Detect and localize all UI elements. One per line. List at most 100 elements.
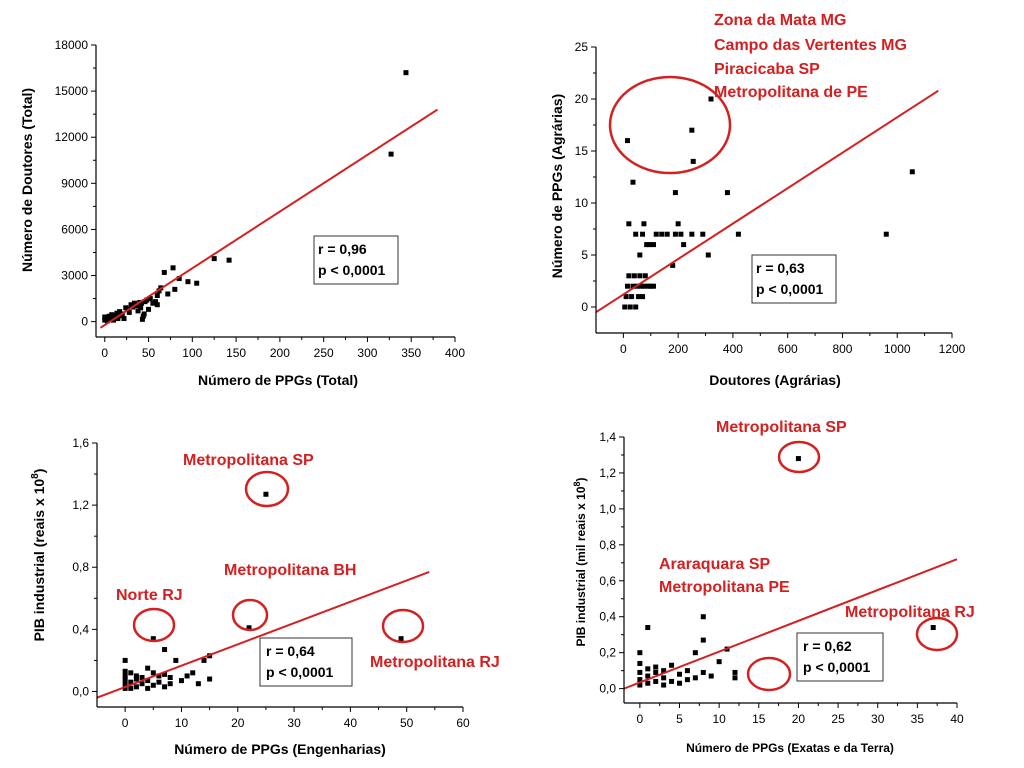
data-point [115, 316, 121, 322]
p1-x-tick-label: 250 [314, 346, 334, 360]
data-point [633, 231, 639, 237]
p3-x-tick-label: 10 [175, 716, 189, 730]
data-point [630, 179, 636, 185]
p2-y-tick-label: 20 [575, 92, 589, 106]
p3-y-tick-label: 1,6 [72, 436, 89, 450]
data-point [637, 677, 643, 683]
p1-y-tick-label: 9000 [61, 176, 88, 190]
data-point [128, 670, 134, 676]
data-point [664, 231, 670, 237]
p4-ylabel-sup: 8 [572, 481, 582, 486]
data-point [644, 242, 650, 248]
data-point [635, 294, 641, 300]
data-point [126, 309, 132, 315]
p1-x-tick-label: 100 [182, 346, 202, 360]
p4-y-tick-label: 0,4 [599, 610, 616, 624]
data-point [735, 231, 741, 237]
data-point [154, 293, 160, 299]
p2-axes: 0 200 400 600 800 1000 1200 0 5 10 15 20 25 [575, 40, 966, 356]
p4-ylabel: PIB industrial (mil reais x 108) [572, 477, 588, 646]
p4-y-tick-label: 0,2 [599, 646, 616, 660]
p4-annotation-2: Metropolitana PE [659, 579, 790, 596]
data-point [637, 650, 643, 656]
data-point [138, 305, 144, 311]
data-point [689, 127, 695, 133]
p1-y-tick-label: 18000 [55, 38, 89, 52]
p4-y-tick-label: 0,0 [599, 682, 616, 696]
data-point [675, 221, 681, 227]
p1-y-tick-label: 15000 [55, 84, 89, 98]
data-point [631, 273, 637, 279]
data-point [146, 306, 152, 312]
data-point [117, 309, 123, 315]
data-point [646, 242, 652, 248]
p1-xlabel: Número de PPGs (Total) [198, 372, 358, 388]
p2-x-tick-label: 600 [778, 342, 798, 356]
data-point [640, 294, 646, 300]
data-point [162, 684, 168, 690]
data-point [388, 151, 394, 157]
panel-agrarias: 0 200 400 600 800 1000 1200 0 5 10 15 20 25 Doutores… [549, 12, 966, 388]
p4-x-tick-label: 40 [950, 712, 964, 726]
p3-x-tick-label: 30 [287, 716, 301, 730]
data-point [648, 283, 654, 289]
data-point [139, 674, 145, 680]
data-point [653, 669, 659, 675]
panel-total: 0 50 100 150 200 250 300 350 400 0 3000 6000 9000 120… [19, 38, 465, 388]
data-point [653, 231, 659, 237]
data-point [669, 678, 675, 684]
data-point [194, 280, 200, 286]
data-point [684, 677, 690, 683]
p3-annotation-2: Norte RJ [116, 587, 183, 604]
data-point [207, 676, 213, 682]
p1-x-tick-label: 300 [357, 346, 377, 360]
p3-stats-box [259, 637, 353, 687]
p4-y-tick-label: 1,2 [599, 466, 616, 480]
p2-y-tick-label: 10 [575, 196, 589, 210]
data-point [669, 662, 675, 668]
data-point [651, 283, 657, 289]
data-point [672, 231, 678, 237]
p4-axes: 0 5 10 15 20 25 30 35 40 0,0 0,2 0,4 0,6 0,8 1,0 1,2 1,4 [599, 430, 964, 726]
data-point [732, 675, 738, 681]
data-point [172, 286, 178, 292]
p1-y-tick-label: 6000 [61, 222, 88, 236]
p1-y-tick-label: 12000 [55, 130, 89, 144]
data-point [176, 276, 182, 282]
data-point [883, 231, 889, 237]
data-point [795, 456, 801, 462]
p1-stat-r: r = 0,96 [318, 241, 367, 257]
p4-stat-r: r = 0,62 [803, 638, 852, 654]
p1-points [102, 70, 409, 324]
p3-circle-bh [231, 598, 269, 632]
p3-xlabel: Número de PPGs (Engenharias) [174, 741, 386, 757]
p3-y-tick-label: 0,8 [72, 560, 89, 574]
data-point [629, 294, 635, 300]
data-point [121, 316, 127, 322]
p3-y-tick-label: 0,0 [72, 684, 89, 698]
data-point [909, 169, 915, 175]
data-point [708, 673, 714, 679]
data-point [700, 231, 706, 237]
p3-circle-norte [132, 607, 176, 643]
data-point [659, 231, 665, 237]
p2-x-tick-label: 0 [620, 342, 627, 356]
data-point [178, 678, 184, 684]
data-point [677, 680, 682, 686]
data-point [637, 252, 643, 258]
data-point [122, 668, 128, 674]
p4-ylabel-end: ) [574, 477, 588, 481]
p1-y-tick-label: 0 [81, 315, 88, 329]
data-point [637, 682, 643, 688]
p1-axes: 0 50 100 150 200 250 300 350 400 0 3000 6000 9000 120… [55, 38, 466, 360]
data-point [161, 269, 167, 275]
data-point [626, 221, 632, 227]
data-point [624, 283, 630, 289]
data-point [708, 96, 714, 102]
p3-y-tick-label: 0,4 [72, 622, 89, 636]
p4-circle-rj [915, 616, 959, 652]
data-point [128, 685, 134, 691]
p1-stat-p: p < 0,0001 [318, 262, 386, 278]
data-point [653, 664, 659, 670]
p3-axes: 0 10 20 30 40 50 60 0,0 0,4 0,8 1,2 1,6 [72, 436, 470, 730]
